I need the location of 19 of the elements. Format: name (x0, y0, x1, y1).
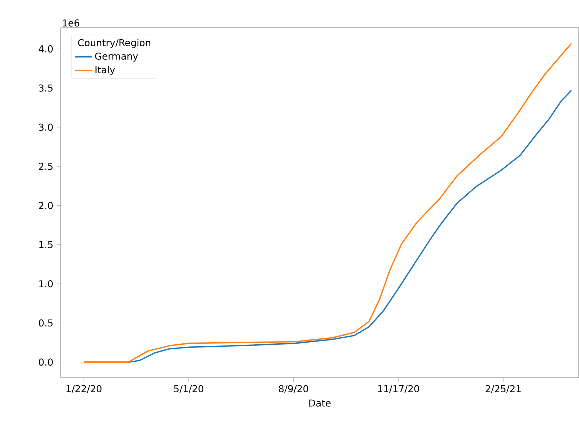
y-tick-label: 2.5 (39, 163, 53, 170)
x-axis-title: Date (310, 400, 331, 407)
y-tick-label: 3.0 (39, 124, 53, 132)
x-tick-label: 2/25/21 (486, 385, 521, 394)
y-tick-label: 0.5 (39, 320, 53, 327)
text: 1e6 (63, 20, 80, 27)
y-tick-label: 3.5 (39, 84, 53, 92)
x-tick-label: 5/1/20 (174, 385, 204, 394)
legend-label: Italy (96, 66, 116, 76)
y-tick-label: 2.0 (39, 202, 53, 210)
x-tick-label: 11/17/20 (378, 385, 420, 394)
y-tick-label: 1.0 (40, 280, 53, 288)
legend-title: Country/Region (78, 39, 151, 48)
y-tick-label: 0.0 (39, 358, 53, 366)
x-tick-label: 8/9/20 (279, 385, 308, 394)
legend-label: Germany (95, 52, 138, 62)
y-tick-label: 4.0 (38, 46, 53, 53)
y-tick-label: 1.5 (40, 241, 53, 248)
x-tick-label: 1/22/20 (66, 385, 102, 394)
